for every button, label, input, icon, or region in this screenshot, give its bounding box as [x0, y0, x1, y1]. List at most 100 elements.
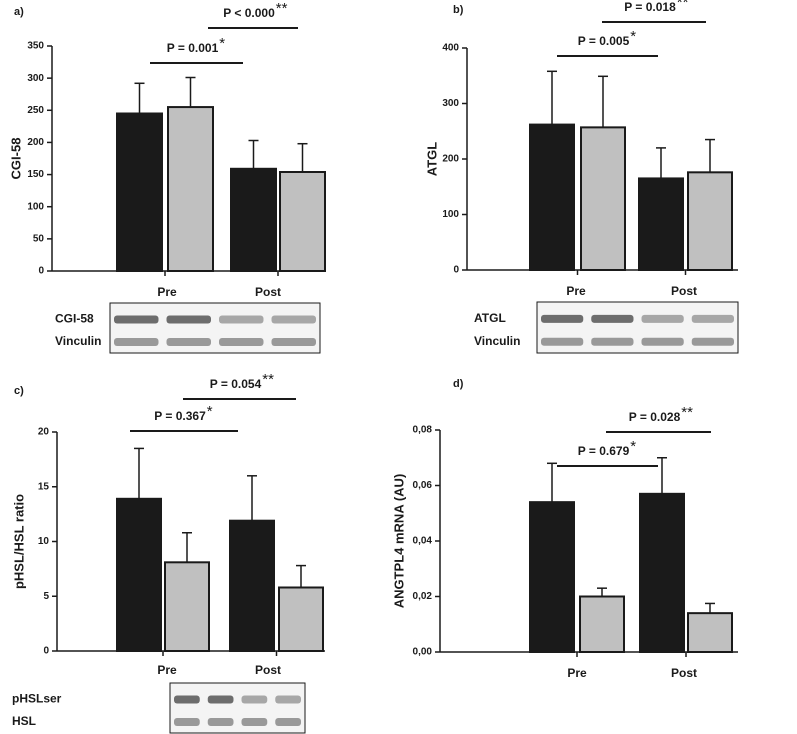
y-tick-label: 0,08	[413, 425, 433, 436]
panel: d) ANGTPL4 mRNA (AU) 0,00 0,02 0,04 0,06 0,08 P…	[391, 378, 738, 680]
blot-label: CGI-58	[55, 312, 94, 326]
blot-band	[271, 315, 316, 324]
bar	[230, 167, 277, 273]
blot-label: Vinculin	[55, 334, 101, 348]
y-tick-label: 0,04	[413, 536, 433, 547]
y-tick-label: 300	[27, 73, 44, 84]
y-tick-label: 20	[38, 427, 50, 438]
y-tick-label: 0,02	[413, 591, 433, 602]
p-value: P = 0.018	[624, 0, 676, 14]
bar	[278, 586, 324, 652]
bar	[164, 561, 210, 652]
p-value: P = 0.054	[210, 377, 262, 391]
bar	[229, 519, 275, 652]
bar	[580, 126, 626, 271]
panel-label: a)	[14, 6, 24, 18]
blot-band	[541, 337, 584, 346]
panel: a) CGI-58 0 50 100 150 200 250 300 350 Pre Post P = …	[8, 0, 326, 354]
p-value: P = 0.367	[154, 409, 206, 423]
y-tick-label: 0,06	[413, 480, 433, 491]
panel-label: c)	[14, 385, 24, 397]
bar	[167, 106, 214, 272]
blot-band	[219, 315, 264, 324]
y-axis-label: pHSL/HSL ratio	[11, 494, 26, 589]
significance-stars: *	[219, 35, 225, 52]
blot-band	[166, 315, 211, 324]
p-value: P = 0.028	[629, 410, 681, 424]
p-value: P = 0.005	[578, 34, 630, 48]
y-axis-label: ATGL	[424, 142, 439, 176]
x-tick-label: Post	[255, 663, 281, 677]
significance-stars: **	[276, 0, 288, 17]
bar	[279, 171, 326, 272]
blot-band	[219, 338, 264, 346]
p-value: P < 0.000	[223, 6, 275, 20]
blot-band	[275, 718, 301, 726]
blot-band	[691, 337, 734, 346]
blot-band	[207, 695, 234, 704]
blot-band	[174, 718, 200, 726]
x-tick-label: Pre	[566, 284, 586, 298]
blot-label: Vinculin	[474, 334, 520, 348]
p-value: P = 0.679	[578, 444, 630, 458]
blot-label: pHSLser	[12, 692, 62, 706]
blot-band	[541, 314, 584, 323]
panel: b) ATGL 0 100 200 300 400 Pre Post P = 0.005 * P = …	[424, 0, 739, 354]
blot-band	[174, 695, 200, 704]
bar	[687, 612, 733, 654]
y-axis-label: CGI-58	[8, 138, 23, 180]
blot-band	[641, 314, 684, 323]
blot-band	[591, 314, 634, 323]
y-tick-label: 200	[27, 137, 44, 148]
blot-band	[241, 695, 268, 704]
y-tick-label: 10	[38, 536, 50, 547]
blot-band	[241, 718, 268, 726]
y-tick-label: 0,00	[413, 647, 433, 658]
blot-band	[691, 314, 734, 323]
p-value: P = 0.001	[167, 41, 219, 55]
blot-band	[114, 338, 159, 346]
y-tick-label: 0	[453, 265, 459, 276]
blot-band	[275, 695, 301, 704]
bar	[638, 177, 684, 271]
bar	[639, 492, 685, 654]
blot-label: ATGL	[474, 311, 506, 325]
y-tick-label: 0	[43, 646, 49, 657]
y-tick-label: 15	[38, 481, 50, 492]
bar	[687, 171, 733, 272]
y-tick-label: 400	[442, 43, 459, 54]
blot-band	[114, 315, 159, 324]
y-tick-label: 0	[38, 266, 44, 277]
bar	[579, 595, 625, 653]
x-tick-label: Pre	[567, 666, 587, 680]
y-tick-label: 100	[27, 201, 44, 212]
x-tick-label: Post	[671, 666, 697, 680]
significance-stars: *	[630, 28, 636, 45]
y-tick-label: 300	[442, 98, 459, 109]
y-axis-label: ANGTPL4 mRNA (AU)	[391, 474, 406, 609]
bar	[529, 501, 575, 653]
blot-band	[641, 337, 684, 346]
y-tick-label: 100	[442, 209, 459, 220]
blot-band	[207, 718, 234, 726]
blot-band	[271, 338, 316, 346]
y-tick-label: 150	[27, 169, 44, 180]
panel-label: d)	[453, 378, 464, 390]
significance-stars: *	[630, 438, 636, 455]
panel-label: b)	[453, 4, 464, 16]
panel: c) pHSL/HSL ratio 0 5 10 15 20 Pre Post P = 0.367…	[11, 371, 325, 734]
significance-stars: *	[207, 403, 213, 420]
bar	[529, 123, 575, 271]
y-tick-label: 350	[27, 41, 44, 52]
x-tick-label: Post	[671, 284, 697, 298]
blot-band	[166, 338, 211, 346]
bar	[116, 112, 163, 272]
significance-stars: **	[681, 404, 693, 421]
x-tick-label: Pre	[157, 285, 177, 299]
blot-band	[591, 337, 634, 346]
y-tick-label: 50	[33, 233, 45, 244]
x-tick-label: Pre	[157, 663, 177, 677]
blot-label: HSL	[12, 714, 36, 728]
significance-stars: **	[677, 0, 689, 11]
